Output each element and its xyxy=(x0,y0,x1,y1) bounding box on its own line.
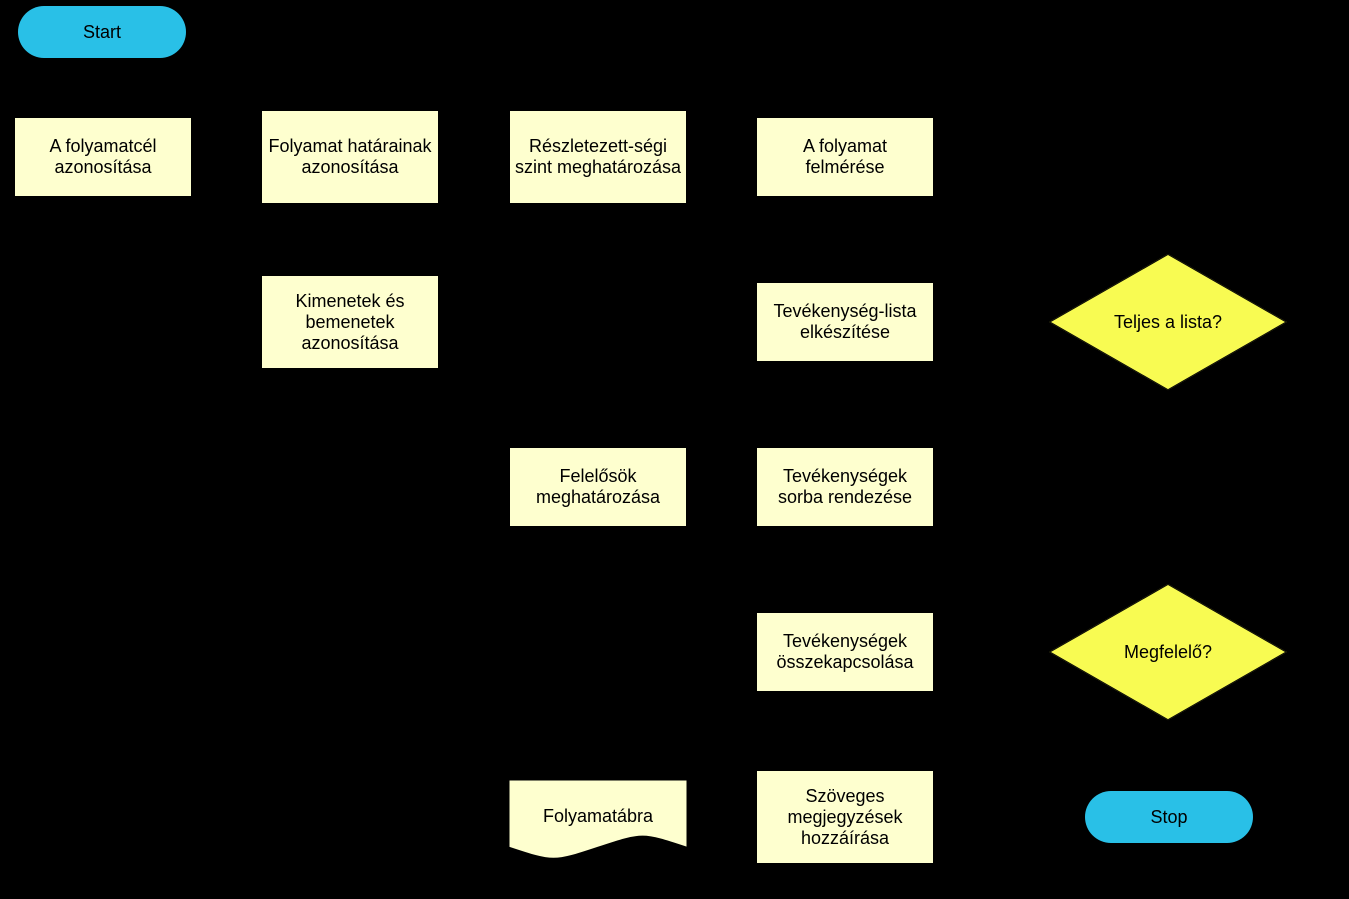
p10-node: Szöveges megjegyzések hozzáírása xyxy=(756,770,934,864)
p5-node: Kimenetek és bemenetek azonosítása xyxy=(261,275,439,369)
flowchart-canvas: Start A folyamatcél azonosítása Folyamat h… xyxy=(0,0,1349,899)
p1-node: A folyamatcél azonosítása xyxy=(14,117,192,197)
p6-node: Tevékenység-lista elkészítése xyxy=(756,282,934,362)
d2-node: Megfelelő? xyxy=(1051,585,1285,719)
p3-node: Részletezett-ségi szint meghatározása xyxy=(509,110,687,204)
p6-label: Tevékenység-lista elkészítése xyxy=(757,301,933,343)
p3-label: Részletezett-ségi szint meghatározása xyxy=(510,136,686,178)
start-node: Start xyxy=(18,6,186,58)
p4-node: A folyamat felmérése xyxy=(756,117,934,197)
d1-node: Teljes a lista? xyxy=(1051,255,1285,389)
doc-label: Folyamatábra xyxy=(543,806,653,827)
stop-node: Stop xyxy=(1085,791,1253,843)
p4-label: A folyamat felmérése xyxy=(757,136,933,178)
p8-label: Tevékenységek sorba rendezése xyxy=(757,466,933,508)
p1-label: A folyamatcél azonosítása xyxy=(15,136,191,178)
p9-label: Tevékenységek összekapcsolása xyxy=(757,631,933,673)
d1-label: Teljes a lista? xyxy=(1114,312,1222,333)
start-label: Start xyxy=(18,22,186,43)
p2-label: Folyamat határainak azonosítása xyxy=(262,136,438,178)
p7-label: Felelősök meghatározása xyxy=(510,466,686,508)
doc-node: Folyamatábra xyxy=(509,780,687,862)
stop-label: Stop xyxy=(1085,807,1253,828)
d2-label: Megfelelő? xyxy=(1124,642,1212,663)
p8-node: Tevékenységek sorba rendezése xyxy=(756,447,934,527)
p9-node: Tevékenységek összekapcsolása xyxy=(756,612,934,692)
p10-label: Szöveges megjegyzések hozzáírása xyxy=(757,786,933,849)
p2-node: Folyamat határainak azonosítása xyxy=(261,110,439,204)
p5-label: Kimenetek és bemenetek azonosítása xyxy=(262,291,438,354)
p7-node: Felelősök meghatározása xyxy=(509,447,687,527)
